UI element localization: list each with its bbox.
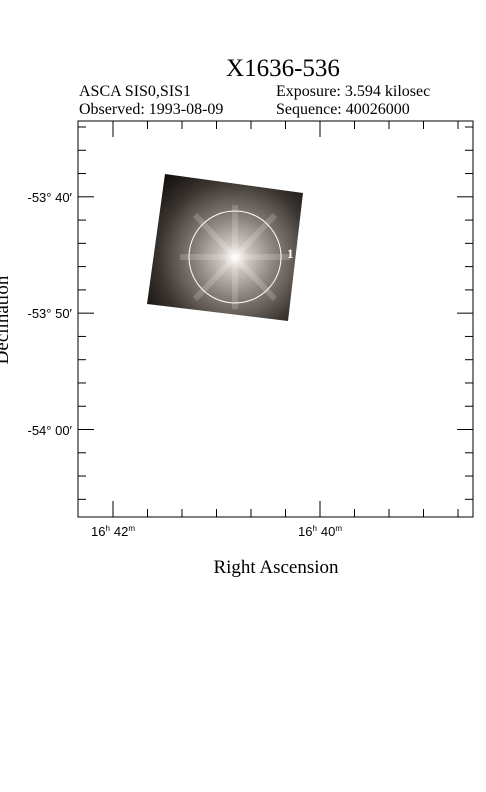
title: X1636-536 xyxy=(226,55,340,82)
instrument: ASCA SIS0,SIS1 xyxy=(79,83,191,100)
xray-image xyxy=(147,174,303,321)
y-tick-label: -54° 00′ xyxy=(28,423,73,438)
x-axis-label: Right Ascension xyxy=(213,557,339,578)
ticks xyxy=(78,121,473,517)
source-label: 1 xyxy=(287,246,294,261)
x-tick-label-part: 40 xyxy=(321,524,335,539)
x-tick-label-part: m xyxy=(335,524,342,533)
x-tick-label-part: h xyxy=(312,524,316,533)
x-tick-label-part: 16 xyxy=(298,524,312,539)
psf-spikes xyxy=(180,205,290,309)
source-region xyxy=(188,210,282,304)
y-tick-label: -53° 40′ xyxy=(28,190,73,205)
sequence: Sequence: 40026000 xyxy=(276,101,410,118)
x-tick-label-part: h xyxy=(105,524,109,533)
y-tick-label: -53° 50′ xyxy=(28,306,73,321)
x-tick-label-part: 16 xyxy=(91,524,105,539)
x-tick-label: 16h 42m xyxy=(91,524,135,539)
y-axis-label: Declination xyxy=(0,275,13,364)
x-tick-label-part: 42 xyxy=(114,524,128,539)
plot-frame xyxy=(77,120,474,518)
x-tick-label-part: m xyxy=(128,524,135,533)
exposure: Exposure: 3.594 kilosec xyxy=(276,83,430,100)
observed: Observed: 1993-08-09 xyxy=(79,101,223,118)
x-tick-label: 16h 40m xyxy=(298,524,342,539)
